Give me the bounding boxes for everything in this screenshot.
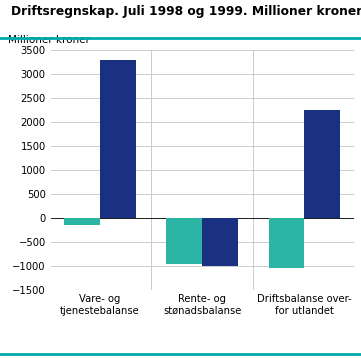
Bar [202,218,238,266]
Bar [166,218,202,263]
Bar [64,218,100,225]
Bar [100,60,136,218]
Bar [269,218,304,268]
Text: Driftsregnskap. Juli 1998 og 1999. Millioner kroner: Driftsregnskap. Juli 1998 og 1999. Milli… [11,5,361,18]
Text: Millioner kroner: Millioner kroner [8,35,90,45]
Bar [304,110,340,218]
